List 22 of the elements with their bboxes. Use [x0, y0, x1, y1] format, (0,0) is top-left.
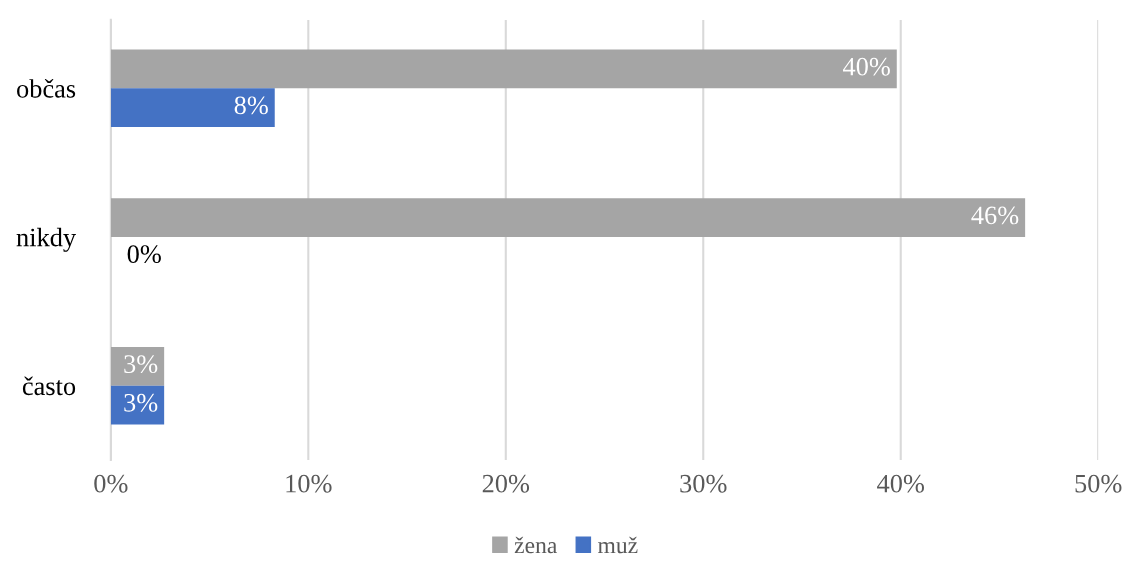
y-tick-label: často — [22, 376, 76, 396]
legend-label: žena — [514, 536, 558, 554]
data-label: 8% — [234, 96, 268, 115]
bar — [110, 49, 897, 89]
x-tick-label: 50% — [1075, 474, 1122, 493]
bar — [110, 347, 165, 386]
x-tick-label: 10% — [286, 474, 332, 493]
x-tick-label: 30% — [680, 474, 727, 493]
bar — [110, 198, 1026, 238]
bar — [110, 88, 275, 127]
legend-label: muž — [597, 536, 638, 554]
data-label: 46% — [971, 206, 1019, 225]
x-tick-label: 0% — [94, 474, 128, 493]
y-tick-label: občas — [17, 79, 76, 98]
y-tick-label: nikdy — [16, 227, 77, 252]
data-label: 3% — [124, 355, 158, 374]
bar — [110, 385, 165, 425]
x-tick-label: 40% — [877, 474, 925, 493]
data-label: 3% — [124, 393, 158, 412]
data-label: 0% — [127, 245, 161, 264]
data-label: 40% — [843, 57, 890, 76]
x-tick-label: 20% — [482, 474, 530, 493]
